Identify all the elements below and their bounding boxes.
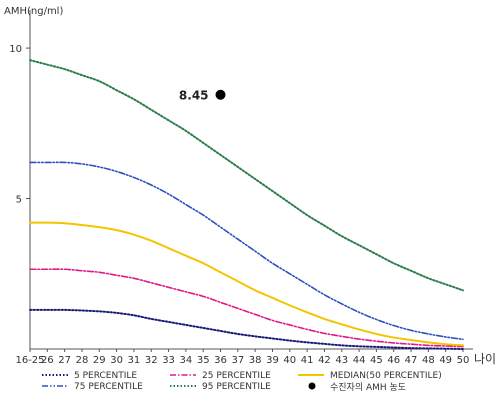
x-tick-label: 42 (318, 355, 331, 366)
x-tick-label: 27 (58, 355, 71, 366)
x-tick-label: 35 (197, 355, 210, 366)
x-tick-label: 49 (439, 355, 452, 366)
x-tick-label: 28 (76, 355, 89, 366)
x-tick-label: 38 (249, 355, 262, 366)
x-tick-label: 39 (266, 355, 279, 366)
series-line-median-50-percentile (29, 221, 464, 347)
y-ticks: 5 10 (9, 44, 30, 206)
legend-label: 95 PERCENTILE (202, 382, 271, 392)
x-tick-label: 47 (405, 355, 418, 366)
x-tick-label: 40 (283, 355, 296, 366)
legend-label: 5 PERCENTILE (74, 371, 137, 381)
legend-highlight-marker (308, 382, 316, 390)
x-tick-label: 29 (93, 355, 106, 366)
patient-amh-point (215, 89, 226, 100)
patient-amh-value-label: 8.45 (179, 89, 209, 103)
x-tick-label: 41 (301, 355, 314, 366)
series-lines (29, 59, 464, 350)
series-line-5-percentile (29, 308, 464, 350)
legend-label: 25 PERCENTILE (202, 371, 271, 381)
x-tick-label: 44 (353, 355, 366, 366)
x-tick-label: 16-25 (15, 355, 44, 366)
x-axis-title: 나이 (474, 352, 496, 366)
legend: 5 PERCENTILE 25 PERCENTILE MEDIAN(50 PERCE… (42, 371, 442, 393)
x-tick-label: 26 (41, 355, 54, 366)
legend-label: 수진자의 AMH 농도 (330, 382, 406, 393)
x-tick-label: 50 (457, 355, 470, 366)
y-tick-label: 10 (9, 44, 22, 55)
axes: AMH(ng/ml) 나이 (4, 6, 496, 366)
series-line-25-percentile (29, 268, 464, 348)
series-line-95-percentile (29, 59, 464, 292)
legend-label: 75 PERCENTILE (74, 382, 143, 392)
highlight-point-group: 8.45 (179, 89, 226, 103)
x-tick-label: 30 (110, 355, 123, 366)
x-tick-label: 31 (128, 355, 141, 366)
x-tick-label: 37 (231, 355, 244, 366)
x-tick-label: 46 (387, 355, 400, 366)
x-tick-label: 34 (180, 355, 193, 366)
x-tick-label: 36 (214, 355, 227, 366)
x-tick-label: 33 (162, 355, 175, 366)
legend-label: MEDIAN(50 PERCENTILE) (330, 371, 442, 381)
y-tick-label: 5 (16, 195, 22, 206)
y-axis-title: AMH(ng/ml) (4, 6, 63, 17)
x-tick-label: 43 (335, 355, 348, 366)
x-tick-label: 45 (370, 355, 383, 366)
series-line-75-percentile (29, 161, 464, 341)
x-tick-label: 32 (145, 355, 158, 366)
x-tick-label: 48 (422, 355, 435, 366)
